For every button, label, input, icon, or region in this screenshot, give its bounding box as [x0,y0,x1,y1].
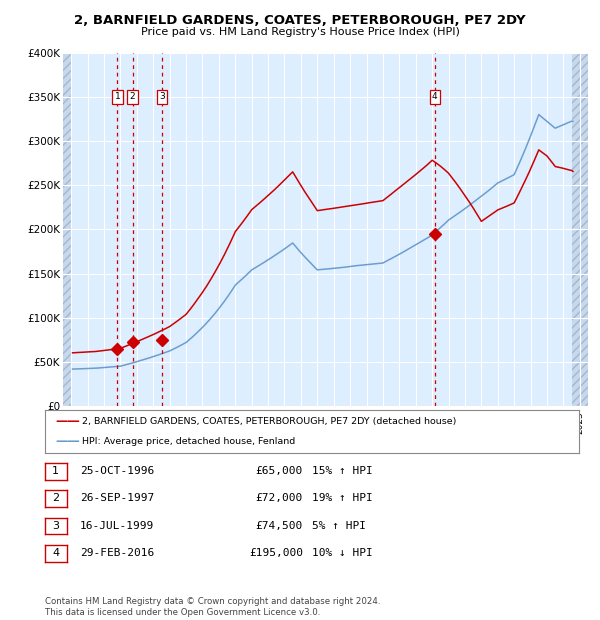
Text: 3: 3 [52,521,59,531]
Text: ——: —— [56,415,80,428]
Text: 1: 1 [115,92,121,102]
Text: £72,000: £72,000 [256,494,303,503]
Text: 16-JUL-1999: 16-JUL-1999 [80,521,154,531]
Text: 2, BARNFIELD GARDENS, COATES, PETERBOROUGH, PE7 2DY (detached house): 2, BARNFIELD GARDENS, COATES, PETERBOROU… [82,417,457,427]
Text: 2, BARNFIELD GARDENS, COATES, PETERBOROUGH, PE7 2DY: 2, BARNFIELD GARDENS, COATES, PETERBOROU… [74,14,526,27]
Text: £195,000: £195,000 [249,548,303,558]
Text: 2: 2 [52,494,59,503]
Text: Price paid vs. HM Land Registry's House Price Index (HPI): Price paid vs. HM Land Registry's House … [140,27,460,37]
Text: £74,500: £74,500 [256,521,303,531]
Text: 19% ↑ HPI: 19% ↑ HPI [312,494,373,503]
Text: 4: 4 [432,92,437,102]
Text: Contains HM Land Registry data © Crown copyright and database right 2024.
This d: Contains HM Land Registry data © Crown c… [45,598,380,617]
Text: 4: 4 [52,548,59,558]
Text: 25-OCT-1996: 25-OCT-1996 [80,466,154,476]
Text: 5% ↑ HPI: 5% ↑ HPI [312,521,366,531]
Text: ——: —— [56,435,80,448]
Text: 29-FEB-2016: 29-FEB-2016 [80,548,154,558]
Text: 26-SEP-1997: 26-SEP-1997 [80,494,154,503]
Text: HPI: Average price, detached house, Fenland: HPI: Average price, detached house, Fenl… [82,436,295,446]
Text: 3: 3 [159,92,165,102]
Text: £65,000: £65,000 [256,466,303,476]
Text: 10% ↓ HPI: 10% ↓ HPI [312,548,373,558]
Text: 2: 2 [130,92,136,102]
Text: 15% ↑ HPI: 15% ↑ HPI [312,466,373,476]
Text: 1: 1 [52,466,59,476]
